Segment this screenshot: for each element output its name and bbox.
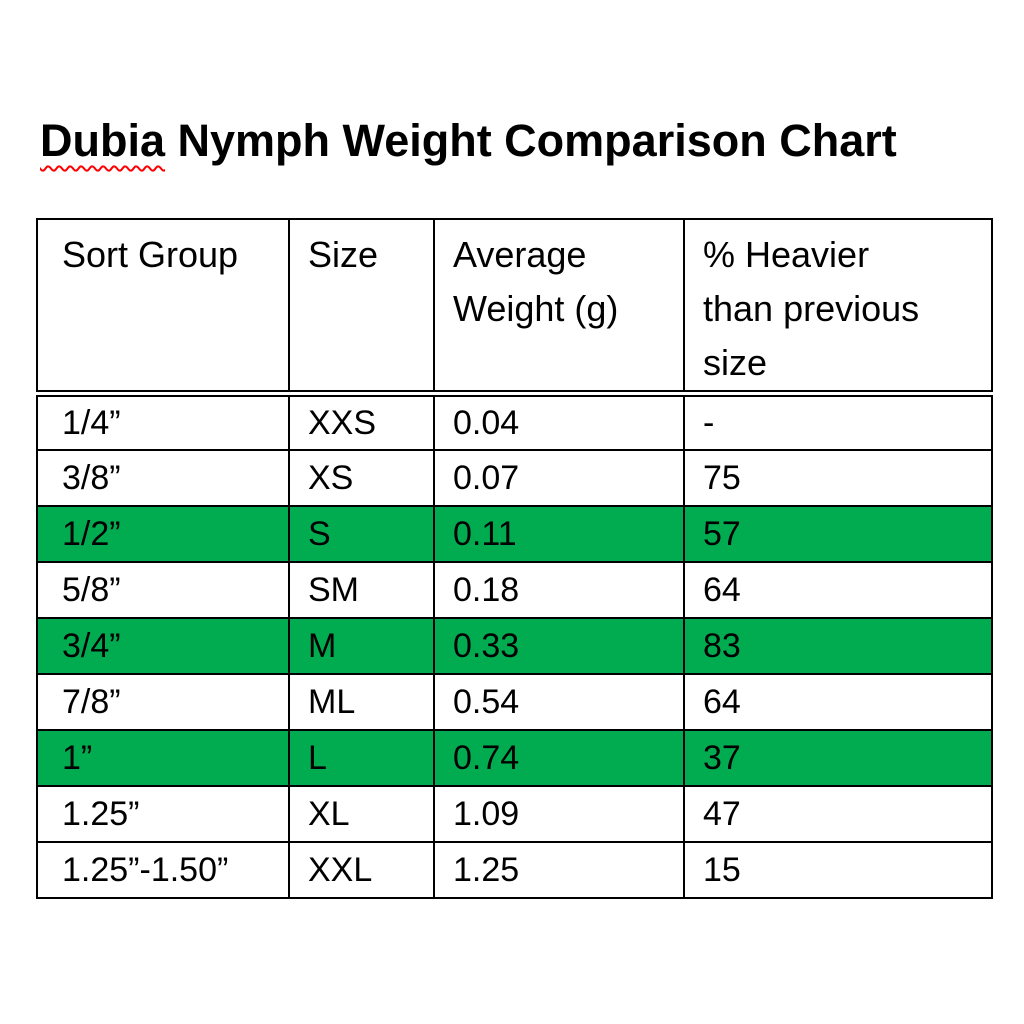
table-row: 5/8” SM 0.18 64: [36, 560, 993, 619]
table-row: 1/4” XXS 0.04 -: [36, 392, 993, 451]
cell-pct-heavier: 64: [683, 672, 993, 731]
cell-pct-heavier: 75: [683, 448, 993, 507]
cell-size: SM: [288, 560, 435, 619]
cell-sort-group: 1.25”-1.50”: [36, 840, 290, 899]
table-row: 7/8” ML 0.54 64: [36, 672, 993, 731]
cell-pct-heavier: 83: [683, 616, 993, 675]
cell-average-weight: 1.09: [433, 784, 685, 843]
cell-average-weight: 0.54: [433, 672, 685, 731]
cell-average-weight: 0.04: [433, 392, 685, 451]
column-header-sort-group: Sort Group: [36, 218, 290, 397]
cell-size: XL: [288, 784, 435, 843]
cell-average-weight: 1.25: [433, 840, 685, 899]
cell-size: XXL: [288, 840, 435, 899]
column-header-pct-heavier: % Heavier than previous size: [683, 218, 993, 397]
cell-pct-heavier: -: [683, 392, 993, 451]
cell-pct-heavier: 15: [683, 840, 993, 899]
table-row: 1” L 0.74 37: [36, 728, 993, 787]
cell-size: S: [288, 504, 435, 563]
cell-average-weight: 0.11: [433, 504, 685, 563]
cell-pct-heavier: 37: [683, 728, 993, 787]
cell-sort-group: 7/8”: [36, 672, 290, 731]
cell-sort-group: 3/4”: [36, 616, 290, 675]
cell-sort-group: 1”: [36, 728, 290, 787]
cell-sort-group: 5/8”: [36, 560, 290, 619]
table-row: 1/2” S 0.11 57: [36, 504, 993, 563]
cell-size: ML: [288, 672, 435, 731]
cell-sort-group: 3/8”: [36, 448, 290, 507]
cell-sort-group: 1/2”: [36, 504, 290, 563]
cell-size: M: [288, 616, 435, 675]
cell-average-weight: 0.33: [433, 616, 685, 675]
header-row: Sort Group Size Average Weight (g) % Hea…: [36, 218, 993, 397]
cell-sort-group: 1/4”: [36, 392, 290, 451]
cell-pct-heavier: 57: [683, 504, 993, 563]
table-row: 1.25”-1.50” XXL 1.25 15: [36, 840, 993, 899]
title-rest: Nymph Weight Comparison Chart: [165, 115, 897, 166]
cell-average-weight: 0.18: [433, 560, 685, 619]
cell-pct-heavier: 47: [683, 784, 993, 843]
weight-comparison-table: Sort Group Size Average Weight (g) % Hea…: [36, 218, 993, 899]
cell-sort-group: 1.25”: [36, 784, 290, 843]
column-header-average-weight: Average Weight (g): [433, 218, 685, 397]
page-title: Dubia Nymph Weight Comparison Chart: [40, 117, 897, 165]
cell-size: L: [288, 728, 435, 787]
column-header-size: Size: [288, 218, 435, 397]
cell-average-weight: 0.07: [433, 448, 685, 507]
title-misspelled-word: Dubia: [40, 115, 166, 166]
cell-size: XS: [288, 448, 435, 507]
cell-pct-heavier: 64: [683, 560, 993, 619]
table-row: 3/8” XS 0.07 75: [36, 448, 993, 507]
table-row: 1.25” XL 1.09 47: [36, 784, 993, 843]
cell-average-weight: 0.74: [433, 728, 685, 787]
cell-size: XXS: [288, 392, 435, 451]
table-row: 3/4” M 0.33 83: [36, 616, 993, 675]
